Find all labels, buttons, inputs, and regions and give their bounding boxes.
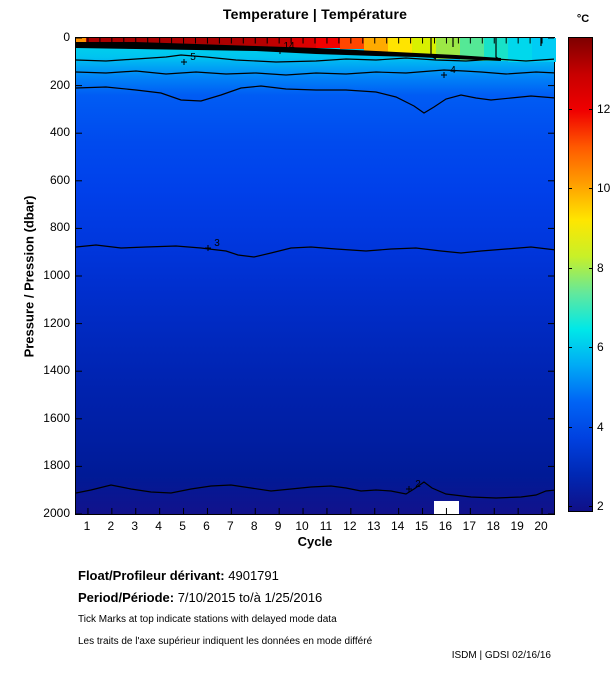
colorbar-tick	[589, 267, 593, 269]
surface-cell	[244, 38, 268, 47]
surface-cell	[364, 38, 388, 52]
contour-line	[76, 69, 554, 76]
surface-cell	[196, 38, 220, 47]
contour-label: 2	[415, 479, 421, 490]
note-french: Les traits de l'axe supérieur indiquent …	[78, 636, 373, 647]
y-tick-label: 1800	[43, 458, 70, 473]
colorbar-tick-label: 4	[597, 419, 604, 434]
surface-cell	[268, 38, 292, 47]
x-tick-label: 10	[295, 519, 309, 533]
float-id-line: Float/Profileur dérivant: 4901791	[78, 568, 279, 583]
colorbar-tick-label: 6	[597, 340, 604, 355]
colorbar-tick-label: 10	[597, 181, 611, 196]
colorbar-tick	[589, 506, 593, 508]
period-label: Period/Période:	[78, 590, 175, 605]
surface-cell	[76, 38, 86, 43]
note-english: Tick Marks at top indicate stations with…	[78, 614, 337, 625]
y-tick-label: 600	[49, 172, 70, 187]
x-tick-label: 1	[83, 519, 91, 533]
colorbar-tick	[568, 267, 572, 269]
contour-line	[76, 54, 554, 63]
period-line: Period/Période: 7/10/2015 to/à 1/25/2016	[78, 590, 322, 605]
contour-label: 5	[190, 52, 196, 63]
surface-cell	[340, 38, 364, 49]
colorbar-tick	[589, 188, 593, 190]
colorbar-tick-label: 2	[597, 499, 604, 514]
x-tick-label: 5	[179, 519, 186, 533]
x-tick-label: 8	[250, 519, 258, 533]
contour-label: 14	[283, 41, 295, 52]
x-tick-label: 11	[319, 519, 333, 533]
y-tick-label: 1200	[43, 315, 70, 330]
colorbar-tick	[589, 347, 593, 349]
colorbar	[568, 37, 593, 512]
contour-line	[76, 481, 554, 499]
contour-line	[76, 85, 554, 114]
y-tick-label: 400	[49, 125, 70, 140]
y-tick-label: 1000	[43, 268, 70, 282]
colorbar-tick-label: 12	[597, 101, 611, 116]
x-tick-label: 6	[203, 519, 210, 533]
surface-cell	[412, 38, 436, 56]
surface-cell	[292, 38, 316, 48]
y-tick-label: 800	[49, 220, 70, 235]
x-tick-label: 16	[438, 519, 453, 533]
x-axis-label: Cycle	[297, 534, 333, 549]
colorbar-tick	[589, 426, 593, 428]
y-tick-label: 2000	[43, 506, 70, 520]
contour-line	[76, 244, 554, 258]
x-tick-label: 15	[414, 519, 429, 533]
surface-cell	[460, 38, 484, 61]
y-tick-label: 200	[49, 77, 70, 92]
colorbar-unit-label: °C	[576, 13, 590, 25]
contour-label: 3	[214, 238, 220, 249]
float-id-value: 4901791	[228, 568, 279, 583]
x-tick-label: 3	[131, 519, 139, 533]
x-tick-label: 14	[390, 519, 405, 533]
x-tick-label: 20	[534, 519, 548, 533]
x-tick-label: 19	[510, 519, 524, 533]
x-tick-label: 7	[227, 519, 234, 533]
period-value: 7/10/2015 to/à 1/25/2016	[177, 590, 323, 605]
x-tick-label: 13	[367, 519, 381, 533]
contour-line	[495, 38, 501, 61]
colorbar-tick	[568, 108, 572, 110]
colorbar-tick	[568, 347, 572, 349]
surface-cell	[388, 38, 412, 54]
colorbar-tick	[568, 188, 572, 190]
float-id-label: Float/Profileur dérivant:	[78, 568, 225, 583]
x-tick-label: 12	[343, 519, 357, 533]
x-tick-label: 9	[274, 519, 282, 533]
colorbar-tick-label: 8	[597, 260, 604, 275]
x-tick-label: 17	[462, 519, 477, 533]
y-tick-label: 1600	[43, 410, 70, 425]
colorbar-tick	[589, 108, 593, 110]
plot-area: 14 5 4 3 2	[75, 37, 556, 515]
y-tick-label: 1400	[43, 363, 70, 378]
x-tick-label: 2	[107, 519, 115, 533]
surface-cell	[220, 38, 244, 47]
colorbar-tick	[568, 506, 572, 508]
source-credit: ISDM | GDSI 02/16/16	[451, 650, 551, 661]
y-tick-label: 0	[63, 30, 70, 44]
surface-cell	[316, 38, 340, 48]
contour-line	[430, 38, 437, 60]
contour-overlay: 14 5 4 3 2	[76, 38, 554, 514]
chart-title: Temperature | Température	[222, 6, 408, 22]
x-tick-label: 18	[486, 519, 500, 533]
colorbar-tick	[568, 426, 572, 428]
surface-cell	[508, 38, 532, 62]
thermocline-contour-band	[76, 42, 501, 61]
x-tick-label: 4	[155, 519, 162, 533]
surface-cell	[436, 38, 460, 59]
surface-cell	[532, 38, 556, 62]
missing-data-cell	[434, 501, 459, 514]
contour-label: 4	[450, 65, 456, 76]
